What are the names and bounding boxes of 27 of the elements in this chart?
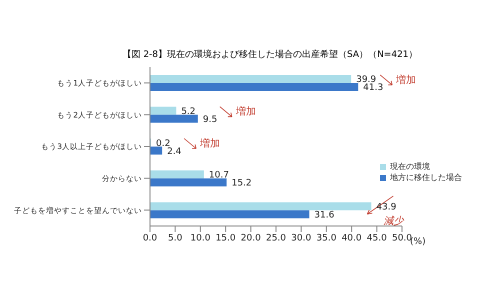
- x-tick-label: 45.0: [366, 233, 388, 244]
- data-label: 5.2: [181, 106, 196, 117]
- legend-label: 地方に移住した場合: [390, 172, 462, 183]
- data-label: 2.4: [167, 146, 182, 157]
- data-label: 0.2: [156, 138, 170, 149]
- data-label: 41.3: [363, 83, 384, 94]
- x-tick-label: 15.0: [216, 233, 236, 244]
- chart-title: 【図 2-8】現在の環境および移住した場合の出産希望（SA）（N=421）: [121, 48, 419, 61]
- data-label: 10.7: [208, 170, 229, 181]
- legend-label: 現在の環境: [390, 161, 430, 172]
- x-tick-label: 0.0: [142, 233, 158, 244]
- x-tick-label: 20.0: [240, 233, 262, 244]
- x-tick-label: 30.0: [291, 233, 312, 244]
- x-tick-label: 10.0: [190, 233, 211, 244]
- data-label: 9.5: [202, 114, 218, 125]
- annotation: 増加: [395, 74, 416, 86]
- x-tick-label: 25.0: [266, 233, 286, 244]
- x-axis-title: (%): [410, 237, 426, 248]
- annotation: 増加: [199, 138, 220, 150]
- x-tick-label: 35.0: [316, 233, 337, 244]
- data-label: 15.2: [232, 178, 252, 189]
- annotation: 減少: [383, 215, 404, 228]
- data-label: 43.9: [376, 202, 397, 212]
- x-tick-label: 5.0: [168, 233, 183, 244]
- x-tick-label: 40.0: [342, 233, 362, 244]
- data-label: 31.6: [314, 210, 335, 220]
- annotation: 増加: [234, 106, 256, 118]
